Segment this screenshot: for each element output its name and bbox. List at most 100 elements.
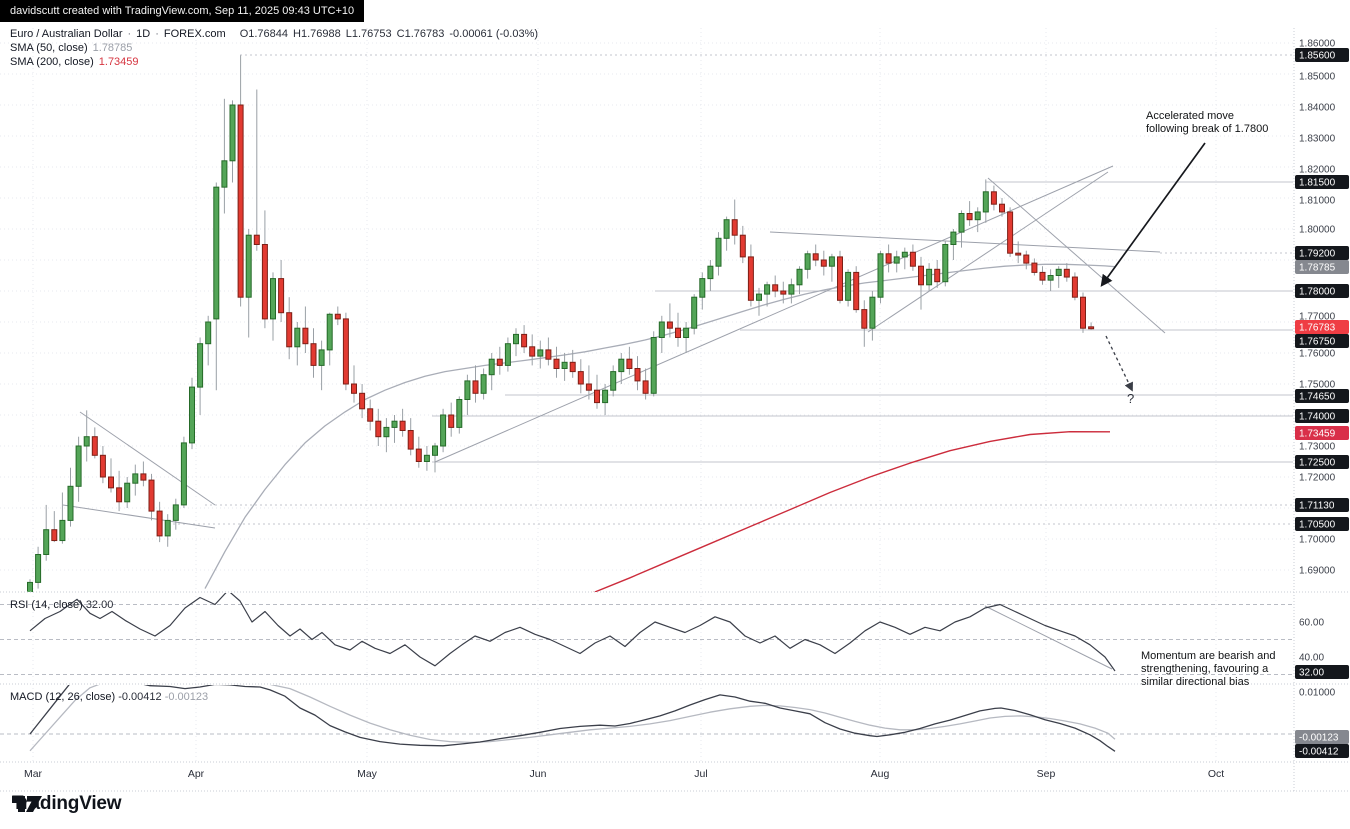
annotation-arrow[interactable]	[1100, 142, 1206, 287]
change-value: -0.00061 (-0.03%)	[449, 28, 539, 40]
candle	[278, 278, 285, 314]
indicator-legend[interactable]: MACD (12, 26, close) -0.00412 -0.00123	[10, 691, 208, 703]
legend-separator2: ·	[155, 28, 159, 40]
time-axis[interactable]: Mar Apr May Jun Jul Aug Sep Oct	[24, 768, 1224, 780]
candle	[302, 327, 309, 345]
macd-line[interactable]	[29, 671, 1116, 752]
candle	[318, 349, 325, 366]
time-axis-month-label: Sep	[1037, 768, 1056, 780]
candle	[683, 327, 690, 339]
price-axis-label: 1.77000	[1299, 312, 1336, 323]
horizontal-levels[interactable]	[168, 54, 1293, 525]
candle	[294, 327, 301, 348]
candle	[780, 290, 787, 295]
candle	[229, 104, 236, 162]
candle	[585, 383, 592, 391]
candle	[27, 581, 33, 592]
price-axis-badge	[1295, 426, 1349, 440]
candle	[885, 253, 892, 264]
indicator-legend[interactable]: RSI (14, close) 32.00	[10, 599, 113, 611]
time-axis-month-label: Mar	[24, 768, 43, 780]
svg-text:1.74000: 1.74000	[1299, 412, 1336, 423]
candle	[893, 256, 900, 264]
price-axis-badge	[1295, 334, 1349, 348]
candle	[764, 284, 771, 295]
tradingview-logo[interactable]: TradingView	[12, 793, 122, 815]
candle	[99, 454, 106, 478]
candle	[359, 392, 366, 410]
trendlines[interactable]	[62, 165, 1166, 529]
candle	[691, 296, 698, 329]
candle	[861, 309, 868, 329]
price-axis-label: 1.76000	[1299, 349, 1336, 360]
price-axis-badge	[1295, 320, 1349, 334]
candle	[164, 519, 171, 537]
price-axis-label: 1.70000	[1299, 535, 1336, 546]
price-axis-label: 1.80000	[1299, 225, 1336, 236]
candle	[261, 244, 268, 320]
sma200-line[interactable]	[588, 431, 1111, 595]
candle	[521, 333, 528, 348]
price-axis-badge	[1295, 175, 1349, 189]
symbol-title[interactable]: Euro / Australian Dollar	[10, 28, 123, 40]
candle	[108, 476, 114, 489]
candle	[83, 436, 90, 447]
candle	[772, 284, 779, 292]
candle	[869, 296, 876, 329]
candle	[634, 368, 641, 382]
price-axis-label: 1.73000	[1299, 442, 1336, 453]
candle	[820, 259, 827, 267]
time-axis-month-label: May	[357, 768, 378, 780]
candle	[1088, 326, 1095, 330]
candle	[675, 327, 681, 339]
rsi-axis[interactable]: 60.00 40.00 32.00	[1295, 618, 1349, 680]
candle	[796, 268, 803, 286]
rsi-trendline[interactable]	[984, 605, 1113, 670]
svg-text:1.70500: 1.70500	[1299, 520, 1336, 531]
candlestick-series	[27, 55, 1095, 592]
snapshot-attribution-bar: davidscutt created with TradingView.com,…	[0, 0, 365, 22]
annotation-accelerated-move[interactable]: Accelerated move following break of 1.78…	[1146, 110, 1269, 135]
candle	[1039, 271, 1046, 281]
candle	[415, 448, 422, 463]
candle	[926, 268, 933, 286]
time-axis-month-label: Jul	[694, 768, 707, 780]
rsi-line[interactable]	[29, 591, 1116, 672]
sma200-label[interactable]: SMA (200, close)	[10, 56, 94, 68]
sma200-legend-row: SMA (200, close) 1.73459	[10, 55, 543, 69]
candle	[999, 203, 1005, 213]
svg-text:1.79200: 1.79200	[1299, 249, 1336, 260]
macd-axis[interactable]: 0.01000 -0.00123 -0.00412	[1295, 688, 1349, 759]
sma50-line[interactable]	[204, 263, 1116, 589]
candle	[205, 321, 212, 345]
price-axis[interactable]: 1.86000 1.85000 1.84000 1.83000 1.82000 1.810…	[1295, 39, 1349, 577]
svg-text:1.76783: 1.76783	[1299, 323, 1336, 334]
interval-label[interactable]: 1D	[136, 28, 151, 40]
sma200-value: 1.73459	[98, 56, 139, 68]
macd-signal-line[interactable]	[29, 677, 1116, 752]
price-axis-badge	[1295, 389, 1349, 403]
candle	[610, 371, 617, 391]
price-axis-badge	[1295, 409, 1349, 423]
candle	[1071, 276, 1078, 298]
candle	[407, 430, 414, 450]
symbol-legend-row: Euro / Australian Dollar · 1D · FOREX.com O1…	[10, 27, 543, 41]
candle	[432, 445, 438, 456]
annotation-question-mark[interactable]: ?	[1127, 391, 1135, 406]
legend-separator: ·	[127, 28, 132, 40]
projection-arrow[interactable]	[1105, 335, 1133, 392]
chart-legend: Euro / Australian Dollar · 1D · FOREX.com O1…	[10, 27, 543, 69]
price-axis-label: 1.84000	[1299, 103, 1336, 114]
candle	[658, 321, 665, 338]
annotation-momentum-note[interactable]: Momentum are bearish and strengthening, …	[1141, 650, 1276, 688]
candle	[537, 349, 544, 357]
price-axis-label: 1.69000	[1299, 566, 1336, 577]
candle	[91, 436, 98, 456]
price-axis-badge	[1295, 284, 1349, 298]
candle	[399, 420, 406, 432]
rsi-axis-label: 60.00	[1299, 618, 1324, 629]
candle	[966, 213, 973, 221]
candle	[197, 343, 204, 388]
sma50-label[interactable]: SMA (50, close)	[10, 42, 88, 54]
